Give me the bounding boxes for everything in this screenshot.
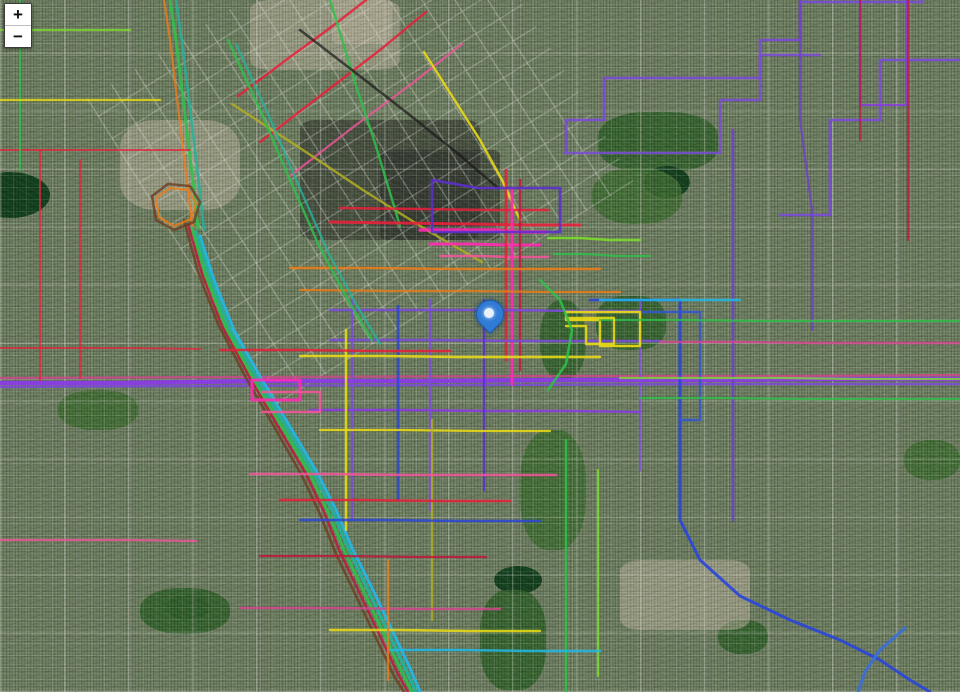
pale-ground-west bbox=[120, 120, 240, 210]
gps-track-stadium-loop-orange bbox=[154, 186, 198, 228]
gps-track-pink-sw-block-2 bbox=[260, 390, 322, 414]
park-south bbox=[480, 590, 546, 690]
park-center-south bbox=[520, 430, 586, 550]
pale-ground-southeast bbox=[620, 560, 750, 630]
gps-track-grid-yellow-park-ne bbox=[564, 310, 642, 348]
gps-track-pink-sw-block bbox=[250, 378, 302, 402]
gps-track-mid-teal-long bbox=[234, 42, 382, 346]
gps-track-bottom-magenta-h bbox=[238, 606, 502, 611]
gps-track-grid-violet-h2 bbox=[328, 338, 662, 343]
gps-track-west-pink-h bbox=[0, 538, 198, 543]
gps-track-purple-grid-ne-2 bbox=[778, 58, 960, 217]
park-northeast-2 bbox=[592, 168, 682, 224]
gps-track-purple-grid-ne-3 bbox=[563, 53, 822, 155]
gps-track-downtown-yellow-diag bbox=[422, 50, 522, 222]
gps-track-downtown-dark-diag bbox=[298, 28, 500, 190]
gps-track-cyan-sw-highway bbox=[198, 234, 422, 692]
gps-track-violet-arterial-eastwest-b bbox=[0, 382, 960, 389]
location-marker[interactable] bbox=[470, 294, 510, 334]
gps-track-blue-east-loop bbox=[678, 306, 932, 692]
park-southwest bbox=[140, 588, 230, 634]
gps-track-nw-highway-top bbox=[168, 0, 200, 230]
gps-track-downtown-green-diag bbox=[328, 0, 402, 228]
gps-track-downtown-red-diag-1 bbox=[236, 0, 368, 98]
zoom-out-button[interactable]: − bbox=[5, 26, 31, 47]
gps-track-core-magenta-cluster-2 bbox=[428, 242, 542, 247]
gps-track-center-green-park bbox=[538, 278, 574, 392]
gps-track-east-green-h3 bbox=[638, 396, 960, 401]
gps-track-crimson-sw-highway bbox=[186, 222, 410, 692]
park-west bbox=[58, 390, 138, 430]
gps-track-east-yellow-loop bbox=[564, 316, 616, 346]
gps-track-core-red-cluster-2 bbox=[338, 206, 550, 212]
gps-track-bottom-pink-h bbox=[248, 472, 558, 477]
gps-track-red-sw-h bbox=[218, 348, 452, 353]
gps-track-nw-highway-top-b bbox=[174, 0, 206, 232]
lake-south bbox=[494, 566, 542, 594]
zoom-control[interactable]: + − bbox=[4, 3, 32, 48]
gps-track-grid-violet-h3 bbox=[308, 408, 642, 414]
gps-track-east-green-h2 bbox=[618, 376, 960, 381]
gps-track-core-magenta-cluster-3 bbox=[438, 254, 550, 259]
gps-track-core-indigo-loop bbox=[430, 178, 562, 234]
gps-track-purple-grid-ne-4 bbox=[798, 0, 814, 332]
gps-track-grid-yellow-h1 bbox=[298, 354, 602, 359]
gps-track-core-orange-h2 bbox=[298, 288, 622, 294]
gps-track-blue-east-branch bbox=[598, 310, 702, 422]
gps-track-violet-arterial-eastwest bbox=[0, 376, 960, 386]
gps-track-core-orange-h bbox=[288, 266, 602, 271]
gps-track-blue-riverbed bbox=[856, 626, 907, 692]
gps-track-downtown-red-diag-3 bbox=[288, 42, 464, 178]
gps-track-downtown-red-diag-2 bbox=[258, 10, 428, 144]
gps-track-magenta-arterial-eastwest bbox=[0, 373, 960, 380]
map-pin-center-dot bbox=[484, 308, 494, 318]
zoom-in-button[interactable]: + bbox=[5, 4, 31, 26]
gps-track-core-red-cluster-1 bbox=[328, 220, 582, 227]
gps-track-east-green-h1 bbox=[598, 318, 960, 323]
gps-track-green-sw-highway bbox=[190, 226, 414, 692]
gps-track-purple-grid-ne-1 bbox=[564, 0, 924, 154]
park-northeast bbox=[598, 112, 718, 172]
gps-track-purple-grid-ne-5 bbox=[858, 0, 908, 107]
gps-track-brown-sw-highway bbox=[182, 218, 406, 692]
gps-track-bottom-yellow-h bbox=[328, 628, 542, 633]
gps-track-center-lime-cluster2 bbox=[552, 252, 652, 258]
gps-track-center-lime-cluster bbox=[546, 236, 642, 242]
gps-track-teal-sw-highway bbox=[194, 230, 418, 692]
gps-track-bottom-red-h2 bbox=[258, 554, 488, 559]
park-far-east bbox=[904, 440, 960, 480]
gps-track-nw-highway-top-c bbox=[162, 0, 194, 228]
gps-track-bottom-red-h1 bbox=[278, 498, 512, 503]
gps-track-bottom-cyan-h bbox=[388, 648, 602, 653]
gps-track-mid-green-long bbox=[226, 38, 374, 342]
gps-track-west-red-h bbox=[0, 347, 201, 350]
gps-track-east-magenta-h bbox=[658, 340, 960, 345]
gps-track-grid-yellow-h2 bbox=[318, 428, 552, 433]
gps-track-stadium-loop-brown bbox=[150, 182, 202, 232]
gps-track-blue-east-top bbox=[588, 298, 682, 310]
gps-track-bottom-blue-h bbox=[298, 518, 542, 523]
